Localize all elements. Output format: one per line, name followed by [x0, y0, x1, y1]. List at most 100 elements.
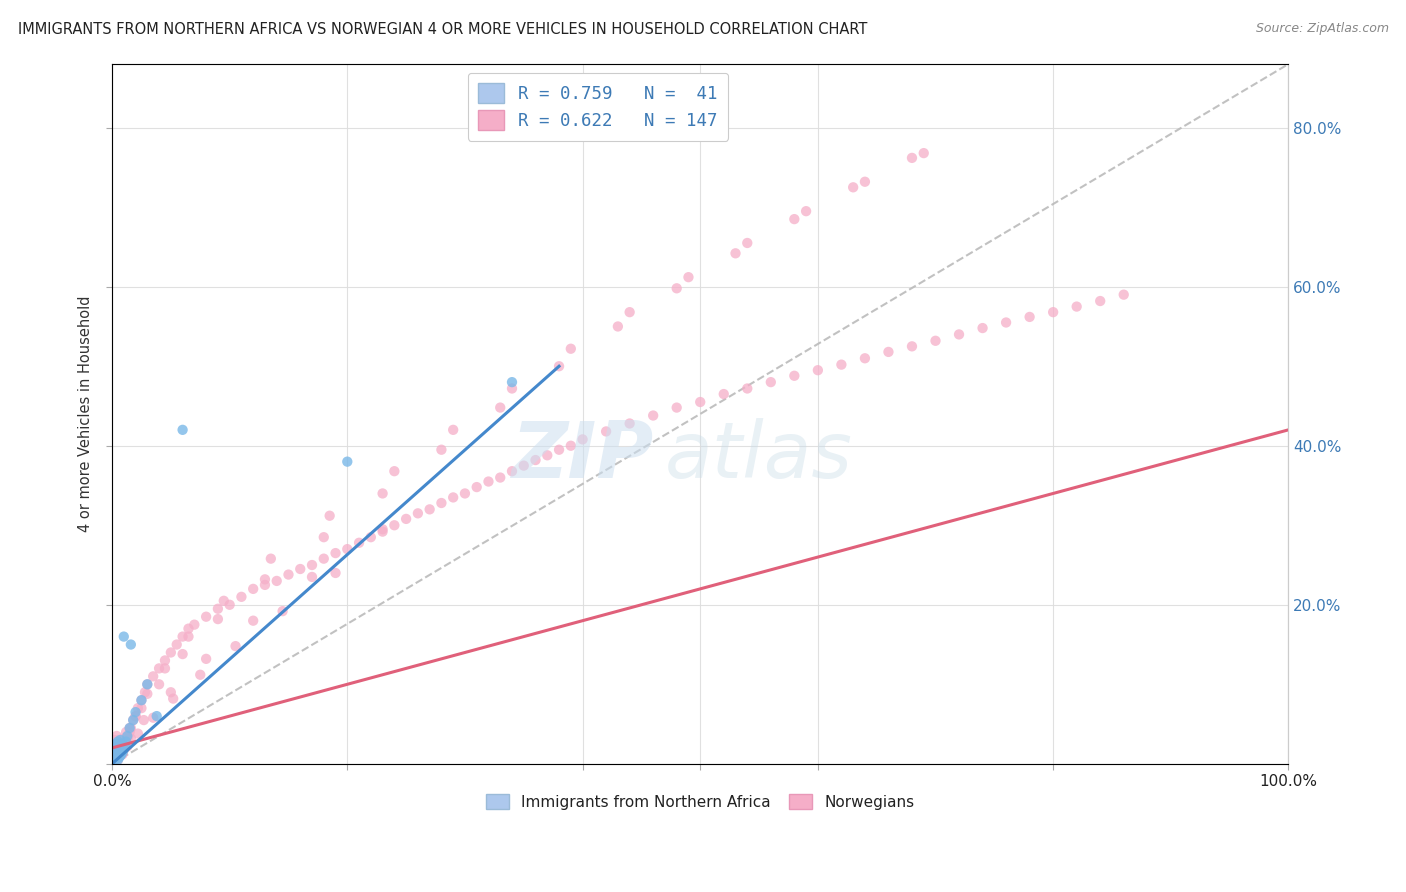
Point: [103, 745, 125, 759]
Point: [115, 725, 138, 739]
Point: [107, 753, 129, 767]
Point: [419, 502, 441, 516]
Point: [606, 319, 628, 334]
Point: [301, 558, 323, 572]
Point: [853, 351, 876, 366]
Point: [218, 598, 240, 612]
Point: [325, 546, 347, 560]
Y-axis label: 4 or more Vehicles in Household: 4 or more Vehicles in Household: [79, 295, 93, 533]
Point: [105, 747, 128, 762]
Point: [104, 745, 127, 759]
Point: [105, 748, 128, 763]
Point: [105, 739, 128, 754]
Point: [107, 734, 129, 748]
Point: [111, 745, 134, 759]
Point: [142, 669, 165, 683]
Point: [104, 737, 127, 751]
Point: [501, 375, 523, 389]
Point: [1090, 293, 1112, 308]
Point: [117, 729, 139, 743]
Point: [127, 726, 149, 740]
Point: [735, 382, 758, 396]
Point: [112, 733, 135, 747]
Point: [166, 638, 188, 652]
Point: [548, 442, 571, 457]
Point: [104, 737, 127, 751]
Point: [441, 423, 464, 437]
Point: [120, 638, 142, 652]
Point: [371, 486, 394, 500]
Point: [108, 745, 131, 759]
Point: [253, 578, 276, 592]
Point: [183, 617, 205, 632]
Point: [162, 691, 184, 706]
Point: [242, 582, 264, 596]
Point: [260, 551, 283, 566]
Point: [619, 417, 641, 431]
Point: [371, 522, 394, 536]
Point: [430, 442, 453, 457]
Point: [536, 448, 558, 462]
Point: [901, 339, 924, 353]
Point: [117, 733, 139, 747]
Point: [110, 733, 132, 747]
Text: atlas: atlas: [665, 418, 853, 494]
Point: [807, 363, 830, 377]
Point: [107, 750, 129, 764]
Point: [110, 748, 132, 763]
Point: [112, 731, 135, 746]
Point: [560, 342, 582, 356]
Point: [395, 512, 418, 526]
Point: [1018, 310, 1040, 324]
Point: [924, 334, 946, 348]
Point: [830, 358, 852, 372]
Point: [877, 345, 900, 359]
Point: [759, 375, 782, 389]
Point: [318, 508, 340, 523]
Point: [501, 382, 523, 396]
Point: [108, 737, 131, 751]
Point: [112, 742, 135, 756]
Point: [207, 612, 229, 626]
Point: [665, 401, 688, 415]
Point: [110, 734, 132, 748]
Point: [783, 368, 806, 383]
Point: [124, 709, 146, 723]
Point: [1042, 305, 1064, 319]
Point: [122, 713, 145, 727]
Point: [107, 753, 129, 767]
Point: [103, 748, 125, 763]
Point: [104, 753, 127, 767]
Point: [110, 739, 132, 754]
Point: [132, 713, 155, 727]
Point: [110, 737, 132, 751]
Point: [105, 750, 128, 764]
Point: [225, 639, 247, 653]
Point: [177, 630, 200, 644]
Point: [103, 733, 125, 747]
Point: [124, 705, 146, 719]
Point: [207, 601, 229, 615]
Point: [489, 401, 512, 415]
Point: [117, 739, 139, 754]
Point: [103, 740, 125, 755]
Point: [336, 542, 359, 557]
Point: [117, 729, 139, 743]
Point: [430, 496, 453, 510]
Point: [122, 713, 145, 727]
Point: [131, 701, 153, 715]
Point: [153, 653, 176, 667]
Point: [1112, 287, 1135, 301]
Point: [477, 475, 499, 489]
Point: [103, 753, 125, 767]
Point: [111, 737, 134, 751]
Point: [134, 685, 156, 699]
Point: [312, 551, 335, 566]
Point: [465, 480, 488, 494]
Point: [995, 316, 1018, 330]
Point: [108, 750, 131, 764]
Point: [107, 742, 129, 756]
Point: [131, 693, 153, 707]
Point: [107, 747, 129, 762]
Point: [172, 630, 194, 644]
